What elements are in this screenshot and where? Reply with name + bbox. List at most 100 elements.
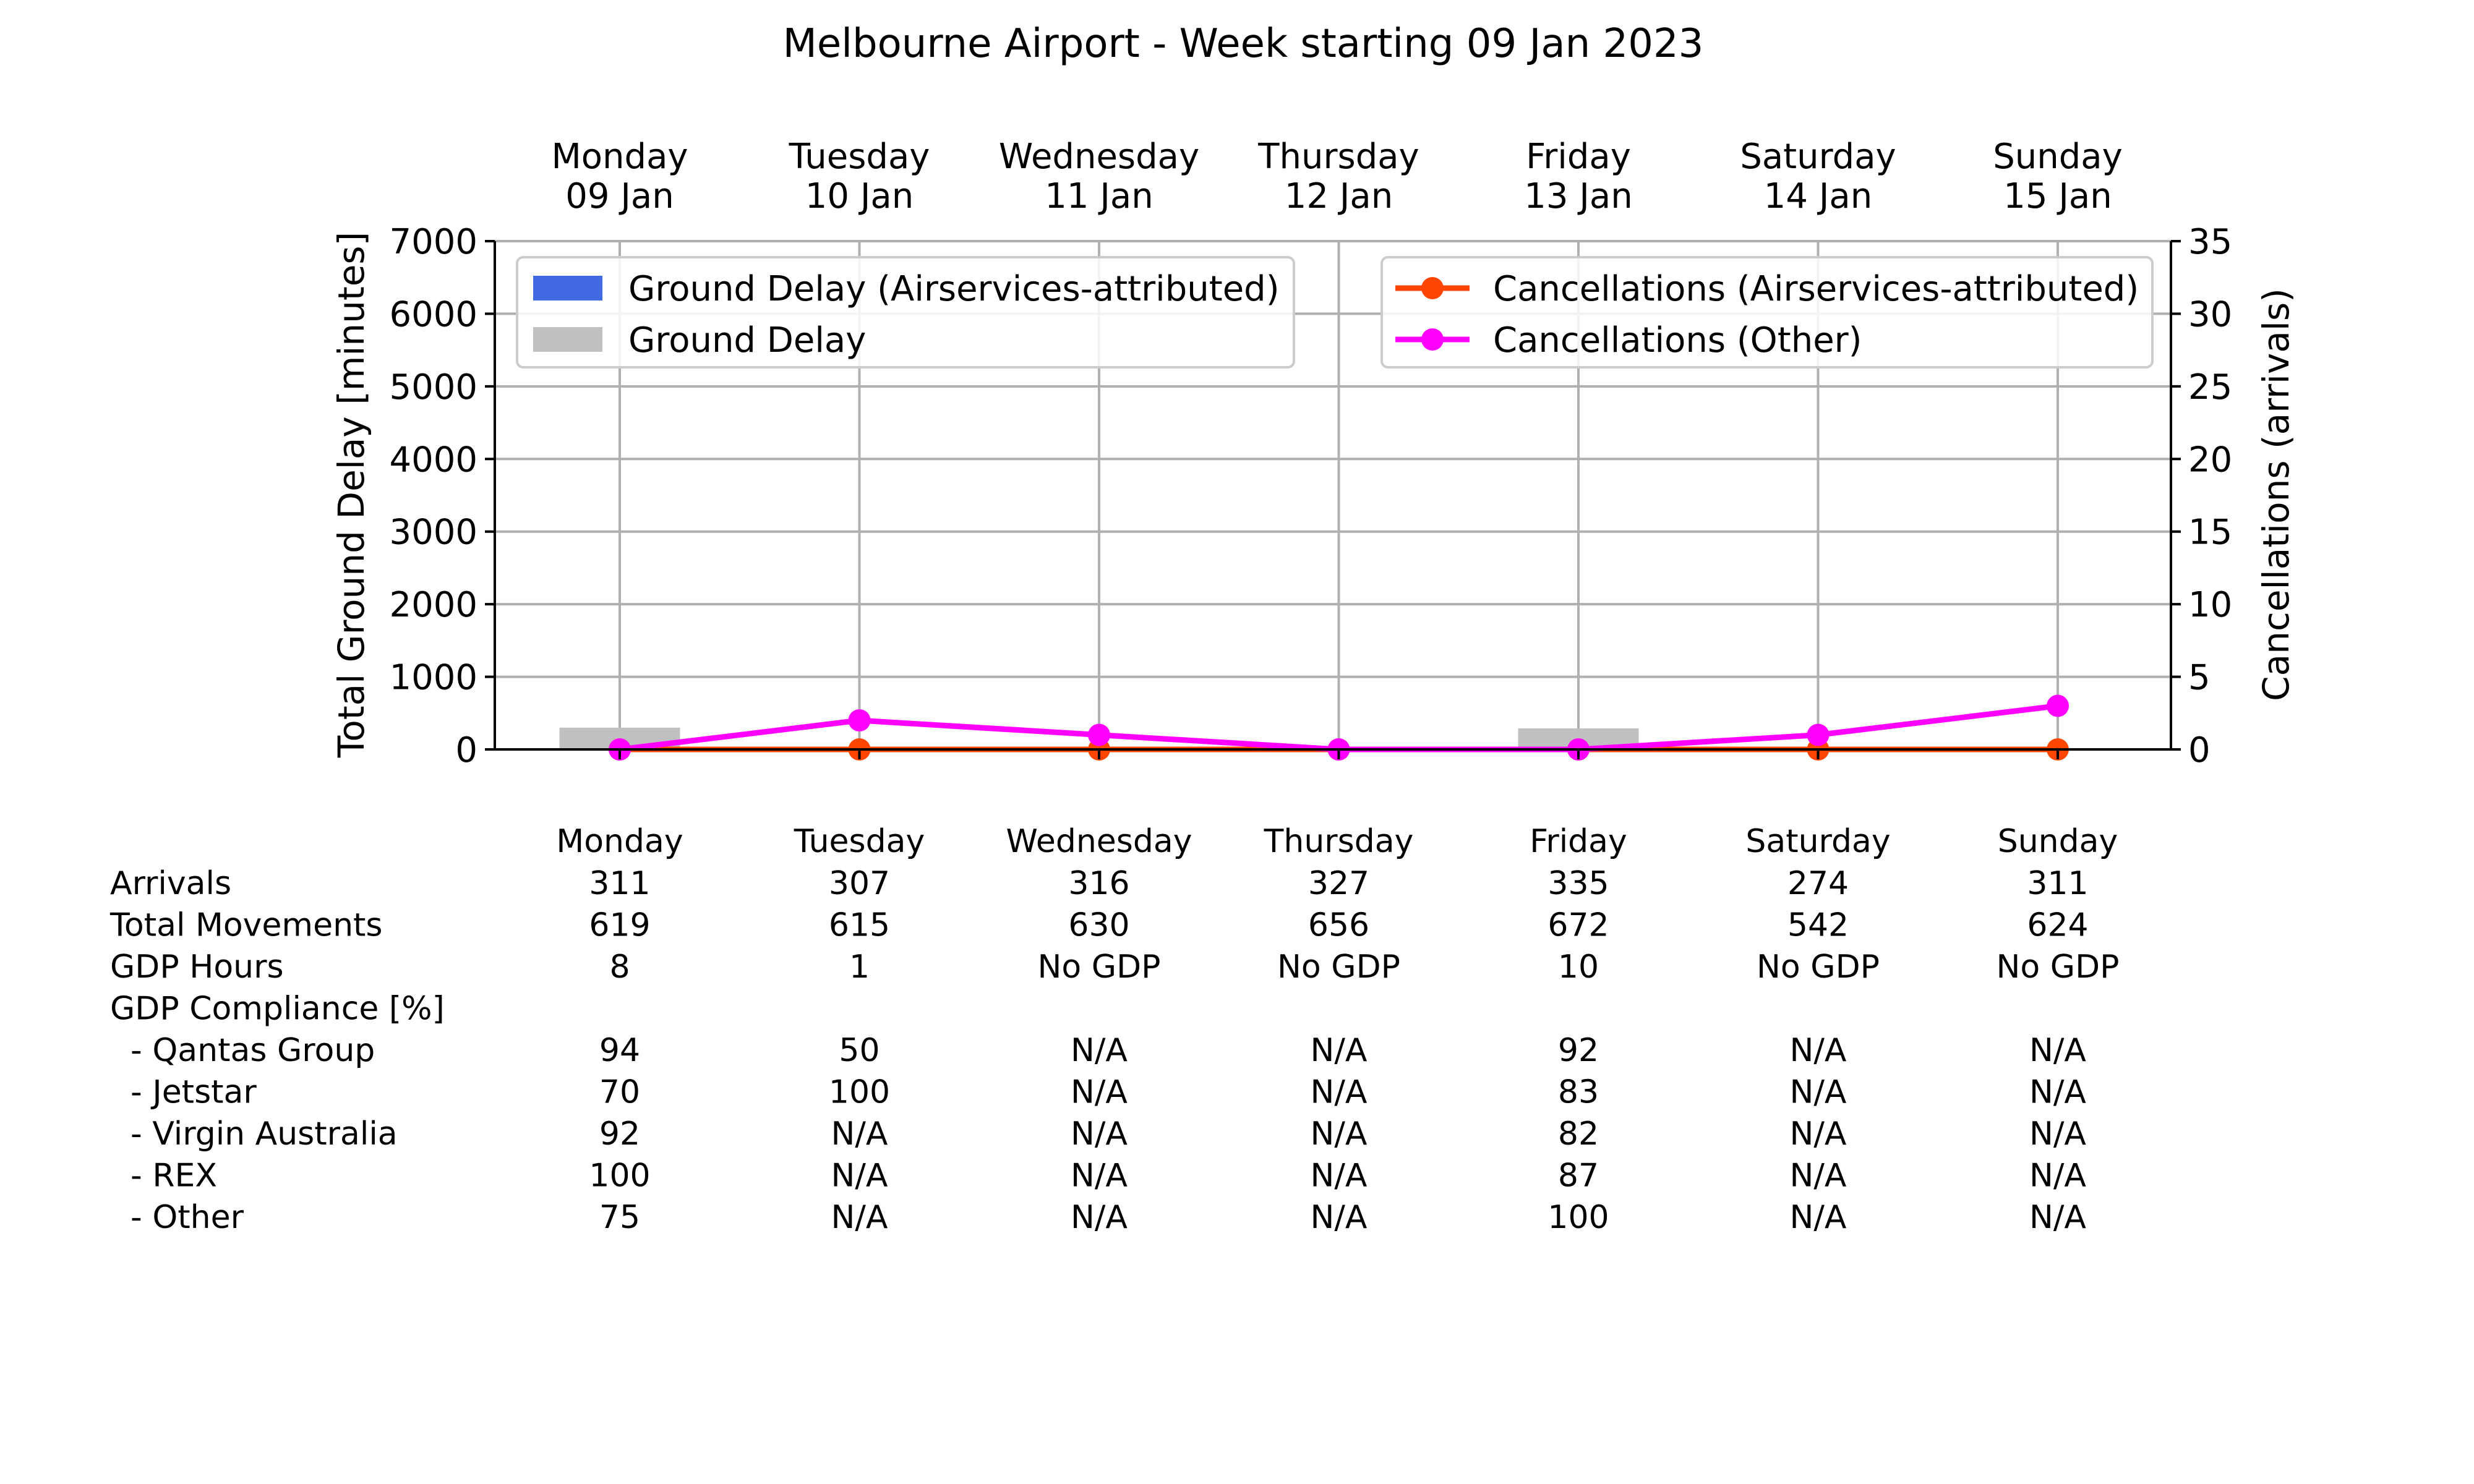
table-cell: 100 xyxy=(829,1074,890,1111)
table-cell: N/A xyxy=(1071,1032,1128,1069)
table-cell: 615 xyxy=(829,907,890,944)
table-cell: N/A xyxy=(1311,1074,1368,1111)
table-cell: 83 xyxy=(1558,1074,1599,1111)
table-cell: 50 xyxy=(839,1032,880,1069)
table-header-cell: Sunday xyxy=(1998,823,2118,860)
table-cell: N/A xyxy=(1790,1115,1847,1153)
table-row-label: GDP Hours xyxy=(110,949,284,986)
table-cell: N/A xyxy=(2029,1158,2086,1195)
table-cell: N/A xyxy=(1311,1158,1368,1195)
table-header-cell: Thursday xyxy=(1264,823,1414,860)
x-tick-label-date: 13 Jan xyxy=(1524,176,1632,216)
table-cell: No GDP xyxy=(1277,949,1400,986)
table-cell: N/A xyxy=(831,1158,888,1195)
legend-label-cancellations-other: Cancellations (Other) xyxy=(1493,320,1862,360)
table-row-label: - Qantas Group xyxy=(110,1032,375,1069)
table-cell: No GDP xyxy=(1038,949,1161,986)
table-row-label: Total Movements xyxy=(109,907,383,944)
table-cell: N/A xyxy=(1071,1115,1128,1153)
table-cell: N/A xyxy=(831,1199,888,1236)
table-row-label: - Virgin Australia xyxy=(110,1115,398,1153)
table-cell: 619 xyxy=(589,907,650,944)
y2-tick-label: 5 xyxy=(2188,658,2211,698)
table-cell: N/A xyxy=(1790,1158,1847,1195)
x-tick-label-day: Wednesday xyxy=(999,137,1199,177)
y-tick-label: 1000 xyxy=(389,658,477,698)
legend-swatch-ground-delay xyxy=(533,327,602,352)
chart-title: Melbourne Airport - Week starting 09 Jan… xyxy=(783,21,1704,67)
summary-table: Monday Tuesday Wednesday Thursday Friday Satu… xyxy=(109,823,2119,1236)
y2-tick-label: 25 xyxy=(2188,367,2232,407)
table-cell: N/A xyxy=(1311,1199,1368,1236)
table-cell: N/A xyxy=(1071,1074,1128,1111)
table-cell: 327 xyxy=(1308,865,1369,902)
table-cell: 94 xyxy=(599,1032,640,1069)
table-cell: N/A xyxy=(1790,1074,1847,1111)
legend-frame xyxy=(1380,256,2154,369)
y2-tick-label: 20 xyxy=(2188,440,2232,480)
y-tick-label: 5000 xyxy=(389,367,477,407)
x-tick-label-date: 11 Jan xyxy=(1045,176,1153,216)
legend-swatch-ground-delay-airservices xyxy=(533,276,602,301)
x-tick-label-date: 10 Jan xyxy=(805,176,914,216)
y2-axis-label: Cancellations (arrivals) xyxy=(2255,288,2297,701)
table-cell: 92 xyxy=(599,1115,640,1153)
y2-tick-label: 10 xyxy=(2188,585,2232,625)
point-cancellations-other-1 xyxy=(848,709,871,732)
x-tick-label-date: 15 Jan xyxy=(2003,176,2112,216)
table-row-label: GDP Compliance [%] xyxy=(110,991,445,1028)
tick-labels: 0 1000 2000 3000 4000 5000 6000 7000 0 5 10 15 20 25 3… xyxy=(389,137,2232,770)
table-cell: 311 xyxy=(2027,865,2088,902)
point-cancellations-other-2 xyxy=(1088,723,1110,746)
point-cancellations-other-5 xyxy=(1807,723,1830,746)
table-cell: 1 xyxy=(849,949,870,986)
table-cell: N/A xyxy=(2029,1115,2086,1153)
table-cell: N/A xyxy=(2029,1032,2086,1069)
table-cell: No GDP xyxy=(1997,949,2120,986)
table-cell: 672 xyxy=(1547,907,1609,944)
table-cell: N/A xyxy=(1790,1032,1847,1069)
point-cancellations-other-6 xyxy=(2047,694,2069,717)
y-tick-label: 3000 xyxy=(389,513,477,553)
table-cell: 630 xyxy=(1068,907,1129,944)
table-cell: N/A xyxy=(1790,1199,1847,1236)
x-tick-label-day: Saturday xyxy=(1740,137,1896,177)
table-row-label: - Jetstar xyxy=(110,1074,257,1111)
y2-tick-label: 35 xyxy=(2188,222,2232,262)
table-cell: 311 xyxy=(589,865,650,902)
y-axis-label: Total Ground Delay [minutes] xyxy=(330,232,372,758)
y-tick-label: 0 xyxy=(455,730,477,770)
x-tick-label-day: Tuesday xyxy=(789,137,930,177)
legend-marker-cancellations-airservices xyxy=(1421,277,1444,299)
table-row-label: - Other xyxy=(110,1199,244,1236)
table-header-cell: Saturday xyxy=(1745,823,1890,860)
table-cell: 335 xyxy=(1547,865,1609,902)
table-cell: N/A xyxy=(831,1115,888,1153)
table-header-cell: Friday xyxy=(1530,823,1627,860)
axes xyxy=(485,240,2181,759)
table-cell: N/A xyxy=(1311,1032,1368,1069)
table-row-label: Arrivals xyxy=(110,865,231,902)
table-cell: 624 xyxy=(2027,907,2088,944)
table-cell: N/A xyxy=(2029,1074,2086,1111)
y2-tick-label: 15 xyxy=(2188,513,2232,553)
legend-ground-delay: Ground Delay (Airservices-attributed) Gro… xyxy=(516,256,1295,369)
table-cell: N/A xyxy=(1071,1158,1128,1195)
table-cell: N/A xyxy=(2029,1199,2086,1236)
table-cell: No GDP xyxy=(1757,949,1880,986)
table-cell: 307 xyxy=(829,865,890,902)
legend-frame xyxy=(516,256,1295,369)
table-header-cell: Monday xyxy=(556,823,683,860)
y-tick-label: 6000 xyxy=(389,294,477,335)
legend-label-ground-delay-airservices: Ground Delay (Airservices-attributed) xyxy=(628,269,1280,309)
table-cell: 316 xyxy=(1068,865,1129,902)
x-tick-label-day: Sunday xyxy=(1993,137,2123,177)
table-header-cell: Wednesday xyxy=(1006,823,1192,860)
legend-label-cancellations-airservices: Cancellations (Airservices-attributed) xyxy=(1493,269,2139,309)
series-points xyxy=(609,694,2069,761)
x-tick-label-date: 09 Jan xyxy=(565,176,674,216)
x-tick-label-date: 12 Jan xyxy=(1285,176,1393,216)
table-header-cell: Tuesday xyxy=(794,823,925,860)
x-tick-label-day: Friday xyxy=(1526,137,1631,177)
